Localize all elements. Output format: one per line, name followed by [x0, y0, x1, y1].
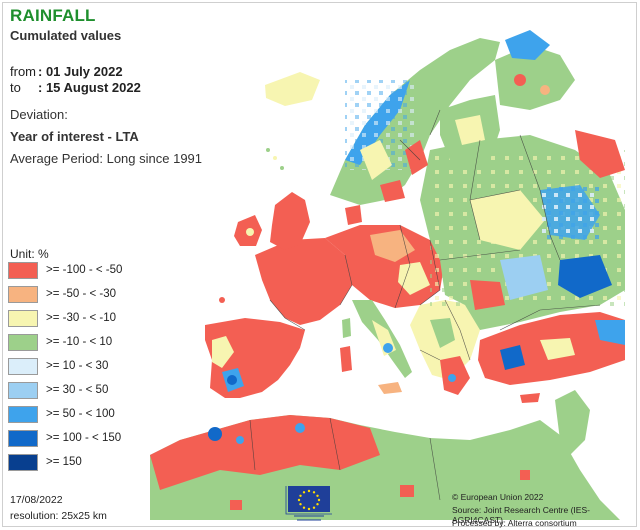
map-subtitle: Cumulated values: [10, 28, 122, 43]
legend-unit: Unit: %: [10, 247, 49, 261]
sicily: [378, 382, 402, 394]
legend-item: >= -50 - < -30: [8, 286, 168, 305]
from-value: : 01 July 2022: [38, 64, 123, 79]
legend-swatch: [8, 286, 38, 303]
kola: [495, 45, 575, 110]
cyprus: [520, 393, 540, 403]
deviation-label: Deviation:: [10, 107, 68, 122]
corsica: [342, 318, 351, 338]
sardinia: [340, 346, 352, 372]
deviation-type: Year of interest - LTA: [10, 129, 139, 144]
denmark: [345, 205, 362, 225]
legend-label: >= -50 - < -30: [46, 288, 116, 300]
source: Source: Joint Research Centre (IES-AGRI4…: [452, 505, 590, 525]
legend-item: >= 10 - < 30: [8, 358, 168, 377]
legend-label: >= 150: [46, 456, 82, 468]
legend-item: >= -30 - < -10: [8, 310, 168, 329]
france: [255, 238, 352, 325]
legend-item: >= 100 - < 150: [8, 430, 168, 449]
legend-label: >= 30 - < 50: [46, 384, 109, 396]
legend-swatch: [8, 262, 38, 279]
legend-item: >= 30 - < 50: [8, 382, 168, 401]
from-label: from: [10, 64, 36, 79]
north-africa-dry: [150, 415, 380, 490]
legend-item: >= 150: [8, 454, 168, 473]
iceland: [265, 72, 320, 106]
legend-label: >= 10 - < 30: [46, 360, 109, 372]
britain: [270, 192, 310, 250]
legend-label: >= 100 - < 150: [46, 432, 122, 444]
average-period: Average Period: Long since 1991: [10, 151, 203, 166]
legend-swatch: [8, 406, 38, 423]
legend-label: >= -30 - < -10: [46, 312, 116, 324]
period-to: to : 15 August 2022: [10, 80, 141, 95]
legend-swatch: [8, 334, 38, 351]
legend-swatch: [8, 430, 38, 447]
legend-label: >= -100 - < -50: [46, 264, 123, 276]
legend-swatch: [8, 310, 38, 327]
legend-item: >= -10 - < 10: [8, 334, 168, 353]
legend-label: >= -10 - < 10: [46, 336, 113, 348]
legend-swatch: [8, 454, 38, 471]
to-value: : 15 August 2022: [38, 80, 141, 95]
issue-date: 17/08/2022: [10, 494, 63, 506]
levant: [555, 390, 590, 455]
copyright: © European Union 2022: [452, 492, 544, 502]
legend-swatch: [8, 358, 38, 375]
legend-item: >= -100 - < -50: [8, 262, 168, 281]
legend-item: >= 50 - < 100: [8, 406, 168, 425]
map-title: RAINFALL: [10, 6, 96, 25]
legend-swatch: [8, 382, 38, 399]
to-label: to: [10, 80, 21, 95]
resolution: resolution: 25x25 km: [10, 510, 107, 522]
period-from: from: 01 July 2022: [10, 64, 123, 79]
processed-by: Processed by: Alterra consortium: [452, 518, 577, 528]
european-commission-logo: [285, 486, 332, 521]
legend-label: >= 50 - < 100: [46, 408, 115, 420]
